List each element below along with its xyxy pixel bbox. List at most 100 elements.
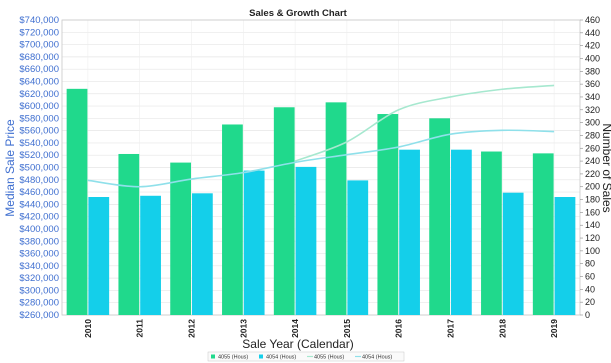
bar-2011-series-2: [140, 195, 161, 315]
line-marks: [87, 84, 555, 188]
legend-label: 4055 (Hous): [218, 355, 248, 361]
right-tick-label: 140: [585, 220, 600, 230]
bar-2011-series-1: [118, 153, 140, 315]
left-tick-label: $480,000: [19, 175, 59, 186]
right-tick-label: 100: [585, 246, 600, 256]
right-tick-label: 460: [585, 15, 600, 25]
bar-2015-series-2: [347, 180, 369, 315]
right-tick-label: 160: [585, 207, 600, 217]
right-tick-label: 240: [585, 156, 600, 166]
right-tick-label: 300: [585, 118, 600, 128]
legend-swatch: [259, 354, 263, 359]
right-tick-label: 220: [585, 169, 600, 179]
x-tick-label: 2019: [549, 319, 559, 338]
legend-swatch: [211, 354, 215, 359]
left-tick-label: $380,000: [19, 236, 59, 247]
bar-2018-series-2: [502, 192, 524, 315]
plot-frame: [61, 19, 581, 316]
x-tick-label: 2018: [497, 319, 507, 338]
left-tick-label: $540,000: [19, 138, 59, 149]
bar-2012-series-2: [192, 193, 213, 315]
x-axis-title: Sale Year (Calendar): [242, 337, 353, 351]
left-tick-label: $600,000: [19, 101, 59, 112]
left-axis-ticks: $260,000$280,000 $300,000$320,000$340,000…: [19, 15, 59, 321]
bar-2010-series-2: [88, 197, 110, 315]
right-tick-label: 440: [585, 28, 600, 38]
right-tick-label: 180: [585, 195, 600, 205]
left-tick-label: $400,000: [19, 224, 59, 235]
left-tick-label: $280,000: [19, 298, 59, 309]
legend-label: 4054 (Hous): [362, 355, 392, 361]
x-axis-ticks: 2010 2011 2012 2013 2014 2015 2016 2017 2018 2019: [83, 319, 559, 338]
legend-box: [207, 351, 405, 362]
bar-2013-series-2: [243, 170, 265, 315]
left-tick-label: $520,000: [19, 150, 59, 161]
bar-2017-series-2: [451, 149, 472, 315]
right-tick-label: 340: [585, 92, 600, 102]
line-series-1: [294, 84, 555, 162]
left-tick-label: $640,000: [19, 76, 59, 87]
bar-marks: [66, 88, 576, 316]
x-tick-label: 2010: [83, 319, 93, 338]
right-tick-label: 80: [585, 259, 595, 269]
right-tick-label: 40: [585, 284, 595, 294]
left-tick-label: $620,000: [19, 89, 59, 100]
left-tick-label: $680,000: [19, 52, 59, 63]
x-tick-label: 2015: [342, 319, 352, 338]
right-tick-label: 0: [585, 310, 590, 320]
right-tick-label: 400: [585, 53, 600, 63]
bar-2015-series-1: [325, 102, 347, 316]
left-tick-label: $660,000: [19, 64, 59, 75]
bar-2016-series-1: [377, 114, 399, 315]
right-tick-label: 420: [585, 41, 600, 51]
right-tick-label: 380: [585, 66, 600, 76]
x-tick-label: 2011: [135, 319, 145, 338]
right-tick-label: 200: [585, 182, 600, 192]
bar-2013-series-1: [222, 124, 243, 316]
left-tick-label: $740,000: [19, 15, 59, 26]
chart-title: Sales & Growth Chart: [249, 8, 347, 19]
bar-2016-series-2: [399, 149, 420, 315]
bar-2019-series-2: [554, 197, 576, 315]
right-tick-label: 320: [585, 105, 600, 115]
left-tick-label: $720,000: [19, 27, 59, 38]
left-axis-title: Median Sale Price: [3, 119, 17, 217]
right-axis-ticks: 0 20 40 60 80 100 120 140 160 180 200 220 240 260 280 3…: [580, 15, 600, 320]
left-tick-label: $420,000: [19, 212, 59, 223]
left-tick-label: $360,000: [19, 249, 59, 260]
bar-2010-series-1: [66, 88, 88, 315]
bar-2012-series-1: [170, 162, 191, 315]
left-tick-label: $580,000: [19, 113, 59, 124]
left-tick-label: $500,000: [19, 163, 59, 174]
right-tick-label: 280: [585, 130, 600, 140]
x-tick-label: 2013: [238, 319, 248, 338]
right-tick-label: 120: [585, 233, 600, 243]
right-axis-title: Number of Sales: [600, 123, 611, 212]
legend-label: 4055 (Hous): [314, 355, 344, 361]
bar-2018-series-1: [481, 151, 502, 315]
right-tick-label: 260: [585, 143, 600, 153]
bar-2014-series-1: [273, 107, 295, 315]
bar-2019-series-1: [532, 153, 554, 315]
left-tick-label: $440,000: [19, 199, 59, 210]
left-tick-label: $340,000: [19, 261, 59, 272]
line-series-2: [87, 129, 555, 188]
left-tick-label: $560,000: [19, 126, 59, 137]
x-tick-label: 2017: [446, 319, 456, 338]
left-tick-label: $260,000: [19, 310, 59, 321]
x-tick-label: 2016: [394, 319, 404, 338]
x-tick-label: 2012: [187, 319, 197, 338]
right-tick-label: 360: [585, 79, 600, 89]
left-tick-label: $320,000: [19, 273, 59, 284]
left-tick-label: $460,000: [19, 187, 59, 198]
legend: 4055 (Hous) 4054 (Hous) 4055 (Hous) 4054 (H…: [207, 351, 405, 362]
right-tick-label: 20: [585, 297, 595, 307]
left-tick-label: $300,000: [19, 285, 59, 296]
bar-2014-series-2: [295, 166, 317, 315]
x-tick-label: 2014: [290, 319, 300, 338]
left-tick-label: $700,000: [19, 40, 59, 51]
legend-label: 4054 (Hous): [266, 355, 296, 361]
right-tick-label: 60: [585, 272, 595, 282]
bar-2017-series-1: [429, 118, 450, 315]
